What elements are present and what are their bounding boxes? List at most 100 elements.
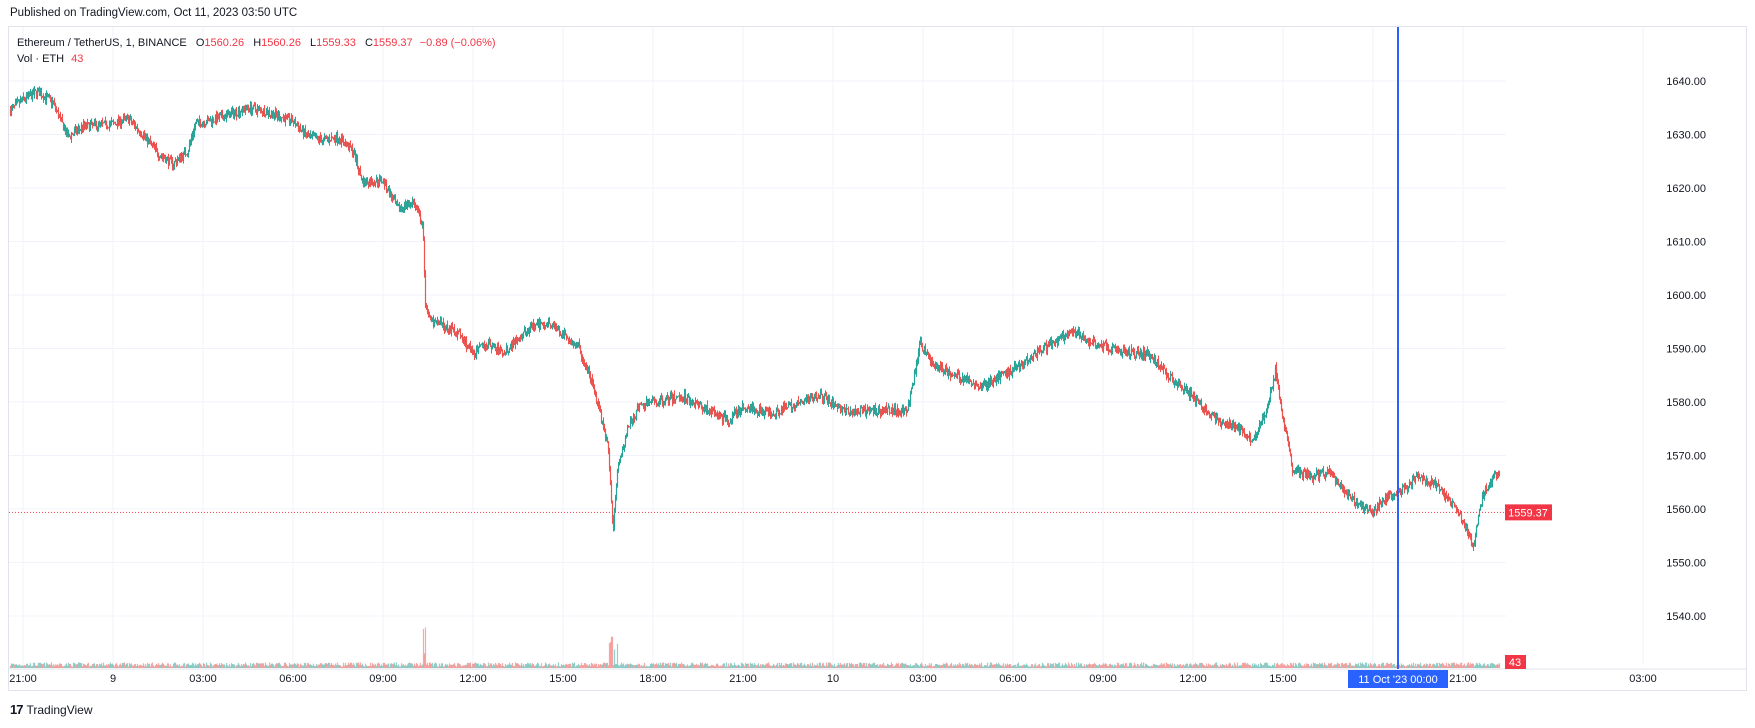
- volume-bar: [965, 663, 968, 668]
- candle-body: [1101, 345, 1104, 350]
- volume-bar: [728, 665, 731, 668]
- candle-body: [417, 210, 420, 212]
- volume-bar: [206, 664, 209, 668]
- volume-bar: [380, 664, 383, 668]
- volume-bar: [675, 662, 678, 668]
- volume-bar: [1368, 665, 1371, 668]
- candle-body: [64, 128, 67, 134]
- volume-bar: [90, 666, 93, 668]
- candle-body: [230, 111, 233, 113]
- volume-bar: [1346, 665, 1349, 668]
- candle-body: [1331, 473, 1334, 475]
- volume-bar: [743, 666, 746, 668]
- volume-bar: [1027, 666, 1030, 668]
- candle-body: [176, 160, 179, 164]
- candle-body: [1027, 360, 1030, 364]
- candle-body: [1103, 343, 1106, 344]
- volume-bar: [1001, 665, 1004, 668]
- volume-bar: [725, 662, 728, 668]
- volume-bar: [1045, 666, 1048, 668]
- volume-label[interactable]: Vol · ETH: [17, 53, 65, 65]
- candle-body: [970, 381, 973, 386]
- candle-body: [335, 133, 338, 142]
- candle-body: [631, 420, 634, 423]
- candle-body: [919, 341, 922, 345]
- candle-body: [177, 157, 180, 161]
- candle-body: [1090, 343, 1093, 345]
- candle-body: [405, 205, 408, 208]
- volume-bar: [303, 662, 306, 668]
- volume-bar: [57, 665, 60, 668]
- candle-body: [198, 119, 201, 123]
- candle-body: [883, 407, 886, 410]
- volume-bar: [581, 665, 584, 668]
- volume-bar: [1370, 664, 1373, 668]
- symbol-name[interactable]: Ethereum / TetherUS, 1, BINANCE: [17, 37, 187, 49]
- candle-body: [228, 111, 231, 118]
- volume-bar: [679, 664, 682, 668]
- volume-bar: [224, 666, 227, 668]
- volume-bar: [100, 663, 103, 668]
- price-chart[interactable]: 1640.001630.001620.001610.001600.001590.…: [0, 0, 1755, 700]
- candle-body: [985, 381, 988, 386]
- candle-body: [92, 123, 95, 125]
- volume-bar: [653, 664, 656, 668]
- volume-bar: [1250, 666, 1253, 668]
- volume-bar: [1094, 663, 1097, 668]
- candle-body: [188, 143, 191, 151]
- volume-bar: [1051, 663, 1054, 668]
- candle-body: [1402, 486, 1405, 488]
- candle-body: [307, 134, 310, 137]
- candle-body: [982, 383, 985, 385]
- candle-body: [1454, 505, 1457, 507]
- volume-bar: [452, 664, 455, 668]
- candle-body: [1437, 483, 1440, 486]
- volume-bar: [214, 663, 217, 668]
- candle-body: [969, 381, 972, 382]
- x-tick-label: 15:00: [549, 673, 577, 685]
- candle-body: [1023, 363, 1026, 366]
- volume-bar: [1004, 663, 1007, 668]
- volume-bar: [550, 665, 553, 668]
- volume-bar: [1100, 664, 1103, 668]
- candle-body: [240, 111, 243, 113]
- candle-body: [500, 350, 503, 352]
- volume-bar: [166, 663, 169, 668]
- volume-bar: [271, 663, 274, 668]
- candle-body: [1151, 358, 1154, 359]
- candle-body: [1354, 502, 1357, 505]
- tradingview-logo-icon[interactable]: 17: [10, 702, 24, 717]
- volume-bar: [758, 666, 761, 668]
- volume-bar: [888, 665, 891, 668]
- candle-body: [910, 388, 913, 394]
- candle-body: [953, 374, 956, 375]
- volume-bar: [1156, 665, 1159, 668]
- volume-bar: [17, 665, 20, 668]
- volume-bar: [625, 664, 628, 668]
- volume-bar: [1048, 665, 1051, 668]
- brand-name[interactable]: TradingView: [26, 702, 93, 717]
- volume-bar: [929, 665, 932, 668]
- candle-body: [872, 409, 875, 412]
- candle-body: [530, 324, 533, 326]
- candle-body: [617, 465, 620, 469]
- candle-body: [422, 224, 425, 240]
- candle-body: [1361, 504, 1364, 506]
- volume-bar: [487, 662, 490, 668]
- volume-bar: [1190, 664, 1193, 668]
- candle-body: [214, 115, 217, 122]
- volume-bar: [423, 653, 426, 668]
- volume-bar: [494, 662, 497, 668]
- volume-bar: [1248, 664, 1251, 668]
- volume-bar: [1417, 664, 1420, 668]
- candle-body: [1436, 483, 1439, 485]
- volume-bar: [928, 663, 931, 668]
- volume-bar: [1347, 664, 1350, 668]
- candle-body: [758, 407, 761, 414]
- candle-body: [14, 102, 17, 106]
- candle-body: [703, 407, 706, 412]
- volume-bar: [210, 663, 213, 668]
- volume-bar: [657, 663, 660, 668]
- volume-bar: [257, 663, 260, 668]
- candle-body: [238, 109, 241, 115]
